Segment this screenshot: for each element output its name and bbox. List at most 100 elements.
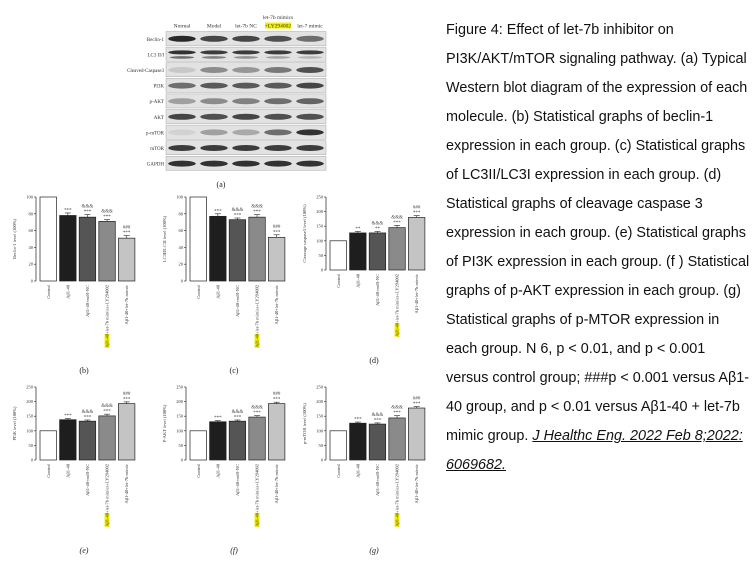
western-blot-panel: Normal Model let-7b NC let-7b mimics +LY2940… xyxy=(127,15,327,189)
protein-band xyxy=(264,50,292,55)
protein-band xyxy=(168,67,196,73)
protein-band xyxy=(264,160,292,167)
bar xyxy=(78,216,97,282)
y-tick-label: 200 xyxy=(26,399,34,404)
protein-band xyxy=(264,35,292,42)
y-tick-label: 40 xyxy=(179,245,184,250)
bar-chart-svg: 0 20 40 60 80 100 LC3II/LC3I level (100%) Contr… xyxy=(162,195,286,375)
bar xyxy=(189,430,207,461)
category-label: Aβ1-40 xyxy=(65,463,70,478)
category-label: Control xyxy=(196,463,201,478)
significance-mark: *** xyxy=(64,414,72,419)
highlight xyxy=(104,333,110,348)
chart-p-akt: 0 50 100 150 200 250 P-AKT level (100%) Control… xyxy=(150,380,300,567)
chart-pi3k: 0 50 100 150 200 250 PI3K level (100%) Control *… xyxy=(0,380,150,567)
protein-band xyxy=(264,98,292,105)
protein-band xyxy=(264,145,292,151)
protein-band xyxy=(200,145,228,151)
protein-band xyxy=(169,56,195,59)
y-tick-label: 50 xyxy=(29,443,34,448)
highlight xyxy=(265,22,291,29)
bar-chart-svg: 0 50 100 150 200 250 P-AKT level (100%) Control… xyxy=(162,385,286,555)
y-tick-label: 60 xyxy=(29,228,34,233)
protein-band xyxy=(232,35,260,42)
bar xyxy=(118,237,136,282)
y-tick-label: 0 xyxy=(181,458,184,463)
y-tick-label: 0 xyxy=(31,279,34,284)
protein-band xyxy=(200,50,228,55)
y-tick-label: 20 xyxy=(29,262,34,267)
bar xyxy=(268,403,286,461)
bar xyxy=(189,196,207,282)
category-label: Aβ1-40 xyxy=(215,284,220,299)
y-tick-label: 20 xyxy=(179,262,184,267)
significance-mark: *** xyxy=(393,411,401,416)
category-label: Aβ1-40 xyxy=(355,463,360,478)
y-tick-label: 100 xyxy=(316,238,324,243)
significance-mark: *** xyxy=(103,215,111,220)
citation-link[interactable]: J Healthc Eng. 2022 Feb 8;2022: 6069682. xyxy=(446,428,743,473)
significance-mark: *** xyxy=(123,231,131,236)
bar xyxy=(408,217,426,271)
significance-mark: &&& xyxy=(372,413,384,418)
y-tick-label: 100 xyxy=(26,428,34,433)
protein-band xyxy=(232,160,260,167)
significance-mark: ### xyxy=(123,392,131,397)
significance-mark: &&& xyxy=(82,410,94,415)
blot-row-label: mTOR xyxy=(150,147,164,152)
category-label: Aβ1-40+let-7b mimics+LY294002 xyxy=(255,464,260,527)
y-tick-label: 100 xyxy=(316,428,324,433)
significance-mark: *** xyxy=(214,416,222,421)
significance-mark: &&& xyxy=(101,210,113,215)
bar xyxy=(388,227,406,271)
significance-mark: &&& xyxy=(82,205,94,210)
significance-mark: &&& xyxy=(391,406,403,411)
y-tick-label: 250 xyxy=(316,195,324,200)
y-tick-label: 80 xyxy=(179,211,184,216)
panel-label: (d) xyxy=(369,356,379,365)
bar xyxy=(209,215,227,282)
category-label: Aβ1-40+let-7b mimics+LY294002 xyxy=(105,464,110,527)
significance-mark: *** xyxy=(393,221,401,226)
chart-beclin1: 0 20 40 60 80 100 Beclin-1 level (100%) Control… xyxy=(0,190,150,380)
significance-mark: &&& xyxy=(251,205,263,210)
bar-chart-svg: 0 50 100 150 200 250 p-mTOR level (100%) Contro… xyxy=(302,385,426,555)
panel-label: (a) xyxy=(217,180,226,189)
protein-band xyxy=(168,129,196,136)
chart-p-mtor: 0 50 100 150 200 250 p-mTOR level (100%) Contro… xyxy=(290,380,440,567)
significance-mark: ** xyxy=(375,227,381,232)
blot-row-label: PI3K xyxy=(153,85,164,90)
protein-band xyxy=(168,145,196,151)
significance-mark: &&& xyxy=(251,406,263,411)
category-label: Aβ1-40+miR-NC xyxy=(85,464,90,496)
protein-band xyxy=(168,50,196,55)
chart-lc3: 0 20 40 60 80 100 LC3II/LC3I level (100%) Contr… xyxy=(150,190,300,380)
y-tick-label: 250 xyxy=(176,385,184,390)
y-tick-label: 40 xyxy=(29,245,34,250)
y-axis-label: p-mTOR level (100%) xyxy=(302,403,307,444)
highlight xyxy=(254,512,260,527)
blot-row-label: GAPDH xyxy=(147,163,165,168)
protein-band xyxy=(265,56,291,59)
significance-mark: *** xyxy=(64,208,72,213)
panel-label: (e) xyxy=(80,546,89,555)
bar xyxy=(228,219,247,282)
category-label: Aβ1-40+let-7b mimic xyxy=(124,464,129,503)
bar-chart-svg: 0 50 100 150 200 250 PI3K level (100%) Control *… xyxy=(12,385,136,555)
panel-label: (c) xyxy=(230,366,239,375)
category-label: Aβ1-40+let-7b mimic xyxy=(414,464,419,503)
significance-mark: *** xyxy=(413,211,421,216)
blot-row-label: LC3 II/I xyxy=(147,53,164,58)
significance-mark: *** xyxy=(273,398,281,403)
protein-band xyxy=(232,82,260,89)
protein-band xyxy=(264,67,292,73)
significance-mark: *** xyxy=(273,230,281,235)
category-label: Control xyxy=(336,273,341,288)
bar-chart-svg: 0 50 100 150 200 250 Cleavage caspase3 level (… xyxy=(302,195,426,365)
protein-band xyxy=(232,50,260,55)
bar xyxy=(98,221,116,282)
chart-cleaved-caspase3: 0 50 100 150 200 250 Cleavage caspase3 level (… xyxy=(290,190,440,380)
bar xyxy=(228,420,247,461)
protein-band xyxy=(232,67,260,73)
